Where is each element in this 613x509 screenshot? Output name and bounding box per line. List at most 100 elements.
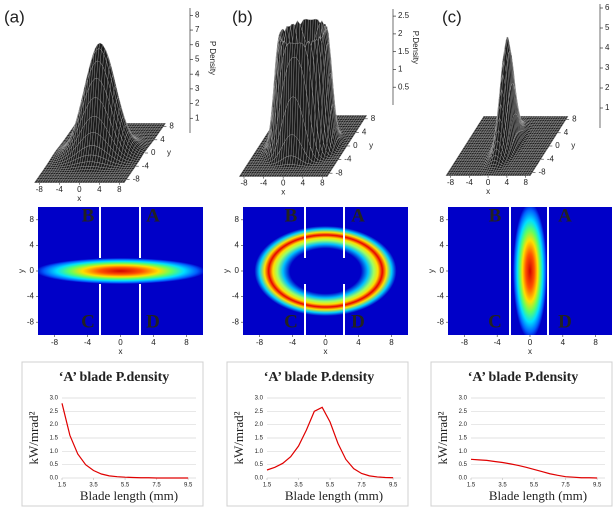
heatmap-beam [513,207,547,335]
y-tick-label: -8 [437,317,445,326]
heatmap-beam [254,226,397,316]
x-tick-label: 4 [97,185,102,194]
y-tick-label: 0 [555,141,560,150]
region-label: C [284,311,298,332]
region-label: C [488,311,502,332]
x-tick-label: 8 [389,338,394,347]
y-tick-label: 0.5 [50,462,59,468]
surface-facet [34,180,39,183]
x-tick-label: -4 [466,178,474,187]
panel-label: (a) [4,7,25,26]
x-tick-label: 8 [593,338,598,347]
y-tick-label: 0 [440,266,445,275]
y-tick-label: -8 [336,168,344,177]
x-tick-label: -8 [51,338,59,347]
heatmap-beam [38,258,203,284]
x-tick-label: 0 [77,185,82,194]
x-tick-label: 8 [184,338,189,347]
z-tick-label: 1.5 [398,47,410,56]
region-label: D [558,311,572,332]
y-tick-label: 0.5 [459,462,468,468]
x-tick-label: 0 [486,178,491,187]
x-tick-label: 0 [323,338,328,347]
y-tick-label: -4 [27,292,35,301]
x-tick-label: 0 [528,338,533,347]
chart-title: ‘A’ blade P.density [468,370,579,385]
y-tick-label: 2.0 [50,422,59,428]
y-tick-label: 1.5 [255,436,264,442]
region-label: A [558,205,572,226]
z-tick-label: 1 [398,65,403,74]
region-label: C [81,311,95,332]
y-tick-label: 8 [235,215,240,224]
panel-label: (b) [232,7,253,26]
y-tick-label: 0.0 [255,476,264,482]
x-tick-label: 4 [151,338,156,347]
y-tick-label: 1.0 [255,449,264,455]
surface [238,18,368,177]
z-tick-label: 6 [605,3,610,12]
y-tick-label: 4 [362,128,367,137]
y-tick-label: 4 [235,241,240,250]
x-axis-label: Blade length (mm) [80,488,178,503]
z-tick-label: 6 [195,40,200,49]
x-tick-label: 8 [523,178,528,187]
y-tick-label: 2.5 [255,409,264,415]
chart-title: ‘A’ blade P.density [264,370,375,385]
y-tick-label: 4 [30,241,35,250]
z-tick-label: 3 [195,84,200,93]
y-tick-label: -8 [539,168,547,177]
x-axis-label: x [324,347,328,356]
z-tick-label: 0.5 [398,82,410,91]
x-axis-label: Blade length (mm) [285,488,383,503]
y-axis-label: kW/mrad² [435,411,450,464]
x-tick-label: -8 [447,178,455,187]
y-tick-label: -4 [232,292,240,301]
x-tick-label: -8 [256,338,264,347]
x-tick-label: 8 [117,185,122,194]
region-label: D [146,311,160,332]
z-tick-label: 5 [195,55,200,64]
x-axis-label: Blade length (mm) [489,488,587,503]
region-label: A [146,205,160,226]
y-tick-label: 4 [564,128,569,137]
y-tick-label: 1.0 [459,449,468,455]
y-tick-label: 8 [440,215,445,224]
y-tick-label: 0.0 [459,476,468,482]
x-axis-label: x [486,187,490,196]
region-label: B [285,205,298,226]
x-tick-label: 9.5 [184,483,193,489]
y-tick-label: 0 [235,266,240,275]
x-tick-label: 9.5 [389,483,398,489]
y-tick-label: 3.0 [459,396,468,402]
chart-title: ‘A’ blade P.density [59,370,170,385]
region-label: D [351,311,365,332]
heatmap [38,207,203,335]
z-tick-label: 3 [605,63,610,72]
y-axis-label: kW/mrad² [26,411,41,464]
y-tick-label: 1.0 [50,449,59,455]
y-tick-label: 4 [160,135,165,144]
y-tick-label: 8 [169,122,174,131]
y-tick-label: 2.5 [50,409,59,415]
x-tick-label: 8 [320,179,325,188]
y-axis-label: y [369,141,373,150]
y-tick-label: -4 [344,155,352,164]
surface-facet [238,174,243,177]
z-tick-label: 2 [195,99,200,108]
x-tick-label: 9.5 [593,483,602,489]
heatmap [243,207,408,335]
y-tick-label: -4 [142,161,150,170]
y-tick-label: 8 [30,215,35,224]
y-tick-label: 3.0 [255,396,264,402]
x-tick-label: -4 [84,338,92,347]
x-tick-label: 1.5 [263,483,272,489]
z-axis-label: P.Density [411,31,420,64]
z-tick-label: 1 [605,103,610,112]
region-label: A [351,205,365,226]
z-tick-label: 2 [398,29,403,38]
x-tick-label: 4 [301,179,306,188]
x-tick-label: 0 [118,338,123,347]
x-tick-label: 4 [505,178,510,187]
